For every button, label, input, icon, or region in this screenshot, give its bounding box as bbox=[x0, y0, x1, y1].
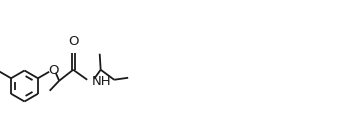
Text: O: O bbox=[48, 64, 59, 77]
Text: O: O bbox=[68, 35, 79, 48]
Text: NH: NH bbox=[92, 75, 111, 88]
